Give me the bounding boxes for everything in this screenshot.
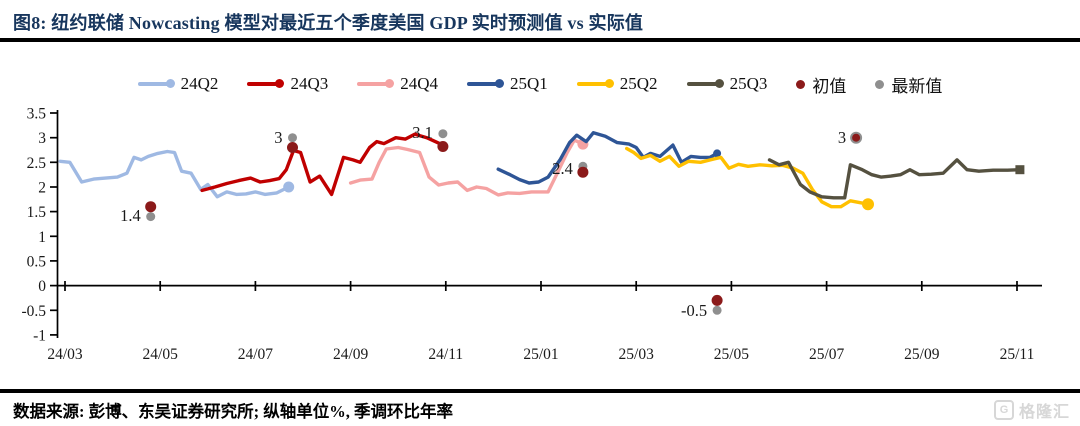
initial-value-dot — [287, 142, 298, 153]
actual-value-annotation: -0.5 — [681, 301, 707, 320]
chart-legend: 24Q2 24Q3 24Q4 25Q1 25Q2 25Q3 初值 最新值 — [0, 71, 1080, 97]
actual-value-annotation: 3.1 — [412, 123, 433, 142]
y-tick-label: 2.5 — [27, 155, 47, 172]
actual-value-annotation: 1.4 — [120, 206, 141, 225]
series-24Q2-line — [58, 149, 291, 199]
y-tick-label: 3.5 — [27, 106, 47, 123]
legend-label: 24Q4 — [400, 74, 438, 93]
page-title: 图8: 纽约联储 Nowcasting 模型对最近五个季度美国 GDP 实时预测… — [13, 13, 644, 33]
x-tick-label: 25/03 — [619, 346, 655, 363]
y-tick-label: -1 — [33, 327, 46, 344]
latest-value-dot — [146, 212, 156, 222]
data-source-note: 数据来源: 彭博、东吴证券研究所; 纵轴单位%, 季调环比年率 — [13, 402, 453, 421]
series-24Q3-line — [200, 132, 445, 197]
legend-label: 最新值 — [891, 76, 943, 96]
legend-item-24Q2: 24Q2 — [137, 74, 219, 94]
initial-value-dot — [711, 294, 723, 306]
legend-label: 24Q2 — [180, 74, 219, 93]
actual-value-annotation: 3 — [838, 128, 846, 147]
series-25Q2-end-marker — [862, 198, 874, 211]
latest-value-dot — [438, 129, 448, 139]
gelonghui-logo: G 格隆汇 — [993, 398, 1070, 422]
latest-value-dot — [288, 133, 297, 143]
series-24Q4-line — [348, 138, 585, 197]
latest-value-dot — [712, 305, 722, 315]
x-tick-label: 24/03 — [47, 346, 83, 363]
legend-item-24Q4: 24Q4 — [357, 74, 438, 94]
legend-label: 25Q1 — [510, 74, 548, 93]
initial-value-dot — [437, 141, 449, 152]
y-tick-label: 0.5 — [27, 253, 47, 270]
legend-dot-icon — [875, 79, 885, 89]
series-25Q3-end-marker — [1015, 165, 1025, 175]
series-24Q2-end-marker — [283, 181, 295, 193]
x-tick-label: 24/09 — [333, 346, 369, 363]
legend-item-初值: 初值 — [796, 72, 846, 97]
gelonghui-logo-text: 格隆汇 — [1018, 404, 1070, 421]
x-tick-label: 25/07 — [809, 346, 845, 363]
y-tick-label: 0 — [38, 278, 46, 295]
legend-label: 24Q3 — [290, 74, 329, 93]
legend-line-swatch — [247, 79, 285, 89]
legend-line-swatch — [686, 79, 724, 89]
legend-dot-icon — [165, 79, 175, 89]
legend-dot-icon — [714, 79, 724, 89]
y-tick-label: 1 — [38, 229, 46, 246]
legend-item-最新值: 最新值 — [875, 72, 942, 97]
actual-value-annotation: 2.4 — [552, 159, 573, 178]
x-tick-label: 24/07 — [238, 346, 274, 363]
series-25Q2-line — [625, 146, 870, 209]
y-tick-label: 2 — [38, 180, 46, 197]
legend-line-swatch — [137, 79, 175, 89]
legend-item-25Q1: 25Q1 — [467, 74, 548, 94]
initial-value-dot — [145, 201, 157, 213]
legend-item-25Q2: 25Q2 — [576, 74, 658, 94]
x-tick-label: 25/01 — [523, 346, 558, 363]
legend-dot-icon — [604, 79, 614, 89]
legend-label: 初值 — [812, 76, 847, 96]
x-tick-label: 25/05 — [714, 346, 750, 363]
actual-value-annotation: 3 — [274, 128, 282, 147]
series-25Q1-end-marker — [713, 149, 722, 158]
legend-label: 25Q2 — [619, 74, 658, 93]
legend-line-swatch — [467, 79, 504, 89]
legend-label: 25Q3 — [729, 74, 768, 93]
footer-divider — [0, 389, 1080, 393]
x-tick-label: 24/11 — [428, 346, 463, 363]
y-tick-label: 1.5 — [27, 204, 47, 221]
gelonghui-g-icon: G — [993, 400, 1014, 420]
x-tick-label: 24/05 — [143, 346, 179, 363]
legend-item-25Q3: 25Q3 — [686, 74, 768, 94]
legend-line-swatch — [576, 79, 614, 89]
legend-item-24Q3: 24Q3 — [247, 74, 328, 94]
legend-dot-icon — [796, 79, 806, 89]
legend-dot-icon — [275, 79, 285, 89]
legend-dot-icon — [495, 79, 504, 89]
initial-value-dot — [852, 133, 861, 142]
title-divider — [0, 38, 1080, 42]
initial-value-dot — [577, 166, 589, 178]
series-25Q3-line — [767, 158, 1022, 200]
y-tick-label: 3 — [38, 130, 46, 147]
y-tick-label: -0.5 — [21, 303, 46, 320]
series-25Q1-line — [496, 130, 719, 185]
legend-dot-icon — [385, 79, 395, 89]
legend-line-swatch — [357, 79, 395, 89]
x-tick-label: 25/11 — [1000, 346, 1035, 363]
x-tick-label: 25/09 — [904, 346, 940, 363]
